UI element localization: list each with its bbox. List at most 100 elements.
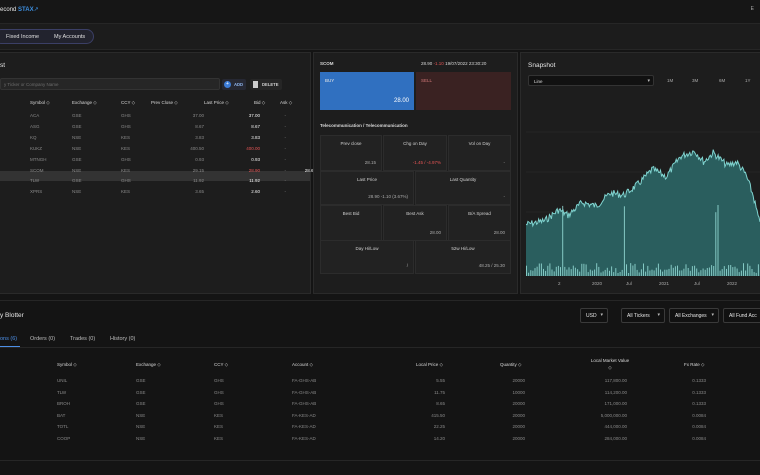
buy-button[interactable]: BUY 28.00 bbox=[320, 72, 414, 110]
volume-bar bbox=[719, 270, 721, 276]
watchlist-cell: 3.65 bbox=[195, 189, 204, 195]
chart-line bbox=[526, 149, 760, 228]
nav-pill bbox=[0, 29, 94, 44]
cell-chg-on-day: Chg on Day -1.45 / -4.97% bbox=[383, 135, 447, 171]
add-label: ADD bbox=[234, 82, 244, 87]
x-tick-label: 2021 bbox=[659, 281, 670, 286]
col-header-exchange[interactable]: Exchange ◇ bbox=[72, 100, 97, 105]
sell-button[interactable]: SELL bbox=[416, 72, 511, 110]
price-chart[interactable] bbox=[526, 92, 760, 276]
fund-account-filter[interactable]: All Fund Acc bbox=[723, 308, 760, 323]
col-header-ccy[interactable]: CCY ◇ bbox=[121, 100, 136, 105]
nav-item-fixed-income[interactable]: Fixed Income bbox=[6, 34, 40, 40]
blotter-cell: GHS bbox=[214, 389, 224, 395]
blotter-cell: 5.55 bbox=[436, 378, 445, 383]
logo-text: econd bbox=[0, 7, 17, 13]
volume-bar bbox=[604, 269, 606, 276]
chevron-down-icon: ▾ bbox=[647, 78, 650, 84]
volume-bar bbox=[589, 269, 591, 276]
volume-bar bbox=[713, 266, 715, 276]
watchlist-cell: NSE bbox=[72, 167, 82, 173]
blotter-cell: BROH bbox=[57, 401, 71, 407]
watchlist-search-input[interactable]: y Ticker or Company Name bbox=[0, 78, 220, 90]
x-tick-label: Jul bbox=[626, 281, 632, 286]
volume-bar bbox=[545, 270, 547, 276]
blotter-cell: FA-KES-AD bbox=[292, 424, 316, 430]
blotter-col-market-value[interactable]: Local Market Value ◇ bbox=[590, 358, 630, 370]
blotter-cell: 14.20 bbox=[433, 436, 445, 441]
blotter-cell: 20000 bbox=[512, 401, 525, 407]
volume-bar bbox=[738, 272, 740, 276]
cell-best-bid: Best Bid bbox=[320, 205, 382, 241]
volume-bar bbox=[660, 269, 661, 276]
volume-bar bbox=[679, 270, 681, 276]
volume-bar bbox=[581, 263, 583, 276]
watchlist-cell: 28.65 bbox=[304, 167, 316, 173]
blotter-cell: UNIL bbox=[57, 378, 68, 383]
blotter-title: y Blotter bbox=[0, 312, 24, 319]
blotter-cell: 415.50 bbox=[431, 412, 445, 418]
col-header-ask[interactable]: Ask ◇ bbox=[280, 100, 293, 105]
tab-positions[interactable]: ons (6) bbox=[0, 336, 18, 342]
blotter-col-exchange[interactable]: Exchange ◇ bbox=[136, 362, 161, 367]
chart-type-select[interactable]: Line ▾ bbox=[528, 75, 654, 86]
ticket-sector: Telecommunication / Telecommunication bbox=[320, 123, 408, 128]
blotter-col-local-price[interactable]: Local Price ◇ bbox=[416, 362, 443, 367]
watchlist-cell: GSE bbox=[72, 156, 82, 162]
watchlist-cell: 3.83 bbox=[195, 134, 204, 140]
volume-bar bbox=[596, 263, 598, 276]
volume-bar bbox=[649, 270, 651, 276]
volume-bar bbox=[532, 270, 534, 276]
range-6m[interactable]: 6M bbox=[719, 78, 726, 83]
delete-button[interactable]: DELETE bbox=[250, 79, 282, 90]
chevron-down-icon: ▾ bbox=[711, 312, 714, 318]
blotter-cell: 0.0084 bbox=[692, 424, 706, 430]
exchanges-filter[interactable]: All Exchanges ▾ bbox=[669, 308, 719, 323]
watchlist-cell: - bbox=[284, 156, 287, 162]
volume-bar bbox=[691, 266, 693, 276]
ticket-symbol: SCOM bbox=[320, 61, 334, 66]
volume-bar bbox=[549, 263, 551, 276]
range-3m[interactable]: 3M bbox=[692, 78, 699, 83]
blotter-col-account[interactable]: Account ◇ bbox=[292, 362, 313, 367]
ticket-price-line: 28.90 -1.10 19/07/2022 23:30:20 bbox=[421, 61, 486, 66]
nav-item-my-accounts[interactable]: My Accounts bbox=[54, 34, 86, 40]
volume-bar bbox=[702, 268, 704, 276]
col-header-last-price[interactable]: Last Price ◇ bbox=[204, 100, 229, 105]
blotter-col-ccy[interactable]: CCY ◇ bbox=[214, 362, 229, 367]
blotter-cell: NSE bbox=[136, 436, 146, 441]
blotter-cell: GSE bbox=[136, 401, 146, 407]
volume-bar bbox=[743, 263, 744, 276]
blotter-col-symbol[interactable]: Symbol ◇ bbox=[57, 362, 77, 367]
currency-select[interactable]: USD ▾ bbox=[580, 308, 608, 323]
col-header-prev-close[interactable]: Prev Close ◇ bbox=[151, 100, 178, 105]
app-logo[interactable]: econd STAX↗ bbox=[0, 6, 39, 13]
watchlist-cell: 400.00 bbox=[246, 145, 260, 151]
tab-orders[interactable]: Orders (0) bbox=[30, 336, 56, 342]
volume-bar bbox=[657, 263, 659, 276]
cell-52w-hi-low: 52w Hi/Low 48.25 / 25.30 bbox=[415, 240, 511, 274]
watchlist-cell: 11.92 bbox=[193, 178, 204, 184]
tickers-filter[interactable]: All Tickers ▾ bbox=[621, 308, 665, 323]
range-1y[interactable]: 1Y bbox=[745, 78, 751, 83]
watchlist-cell: KES bbox=[121, 145, 131, 151]
volume-bars bbox=[526, 205, 759, 276]
volume-bar bbox=[736, 268, 738, 276]
top-right-menu[interactable]: E bbox=[750, 6, 754, 12]
watchlist-cell: NSE bbox=[72, 134, 82, 140]
tabs-divider bbox=[0, 347, 760, 348]
range-1m[interactable]: 1M bbox=[667, 78, 674, 83]
volume-bar bbox=[745, 270, 747, 276]
col-header-symbol[interactable]: Symbol ◇ bbox=[30, 100, 50, 105]
volume-bar bbox=[670, 264, 672, 276]
buy-price: 28.00 bbox=[393, 98, 409, 104]
tab-trades[interactable]: Trades (0) bbox=[70, 336, 96, 342]
watchlist-cell: 8.67 bbox=[251, 123, 260, 129]
watchlist-cell: 400.50 bbox=[190, 145, 204, 151]
add-button[interactable]: + ADD bbox=[222, 79, 246, 90]
blotter-col-fx-rate[interactable]: Fx Rate ◇ bbox=[684, 362, 705, 367]
blotter-cell: FA-GHS-AB bbox=[292, 378, 317, 383]
tab-history[interactable]: History (0) bbox=[110, 336, 136, 342]
blotter-col-quantity[interactable]: Quantity ◇ bbox=[500, 362, 522, 367]
col-header-bid[interactable]: Bid ◇ bbox=[254, 100, 266, 105]
